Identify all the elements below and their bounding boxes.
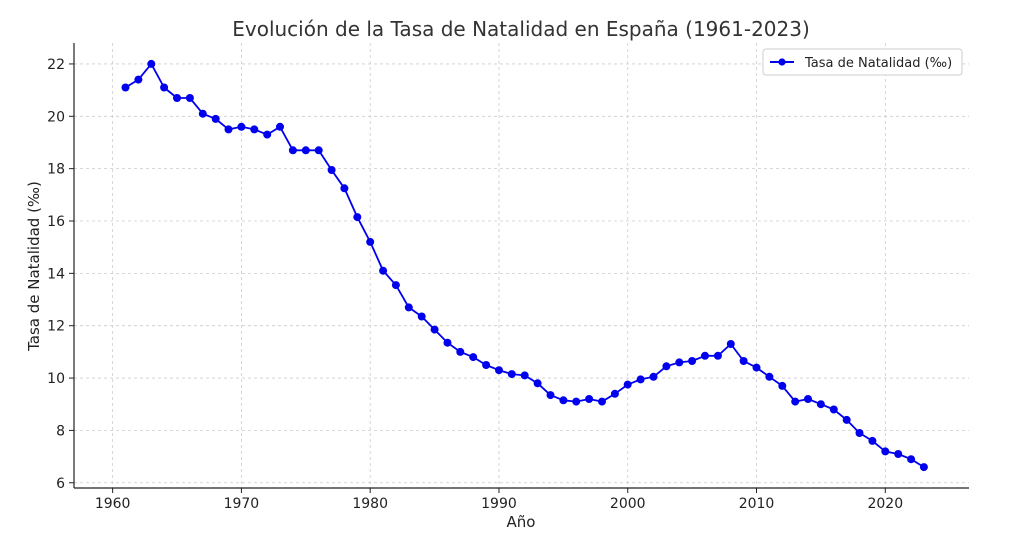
y-tick-label: 14	[47, 266, 65, 282]
legend-marker	[778, 58, 786, 66]
x-tick-label: 2020	[867, 496, 903, 512]
legend: Tasa de Natalidad (‰)	[762, 48, 963, 76]
data-point	[276, 122, 284, 131]
legend-label: Tasa de Natalidad (‰)	[804, 56, 952, 71]
data-point	[546, 391, 555, 400]
x-tick-label: 1990	[481, 496, 517, 512]
series-line	[125, 63, 925, 468]
y-tick-label: 12	[47, 319, 65, 335]
data-point	[688, 357, 697, 365]
data-point	[340, 184, 349, 193]
y-tick-label: 6	[56, 476, 65, 492]
data-point	[713, 351, 722, 360]
data-point	[675, 358, 684, 367]
y-tick-label: 20	[47, 109, 65, 125]
data-point	[250, 125, 259, 134]
data-point	[404, 303, 413, 312]
data-point	[572, 397, 581, 406]
data-point	[855, 429, 864, 437]
data-point	[430, 325, 439, 334]
data-point	[894, 450, 903, 458]
y-tick-label: 8	[56, 423, 65, 439]
data-point	[185, 94, 194, 102]
data-point	[198, 109, 207, 118]
data-point	[507, 370, 516, 379]
data-point	[211, 114, 220, 123]
y-tick-label: 18	[47, 162, 65, 178]
x-tick-label: 1960	[95, 496, 131, 512]
y-tick-label: 16	[47, 214, 65, 230]
data-point	[662, 362, 671, 371]
data-point	[610, 389, 619, 398]
axes	[73, 43, 969, 489]
series-group	[121, 59, 928, 472]
data-point	[482, 361, 491, 369]
data-point	[224, 125, 233, 134]
data-point	[765, 372, 774, 381]
x-tick-label: 2000	[610, 496, 646, 512]
data-point	[752, 363, 761, 372]
data-point	[301, 146, 310, 155]
data-point	[391, 281, 400, 290]
data-point	[701, 351, 709, 360]
data-point	[919, 463, 928, 472]
data-point	[353, 213, 362, 222]
x-tick-label: 1970	[224, 496, 260, 512]
y-tick-label: 22	[47, 57, 65, 73]
data-point	[121, 83, 130, 92]
data-point	[816, 400, 825, 409]
data-point	[327, 166, 336, 174]
data-point	[726, 340, 735, 348]
data-point	[829, 405, 838, 414]
data-point	[520, 371, 529, 380]
data-point	[443, 338, 452, 347]
data-point	[791, 397, 800, 406]
data-point	[842, 415, 851, 424]
y-tick-label: 10	[47, 371, 65, 387]
grid	[74, 43, 969, 488]
ticks: 1960 1970 1980 1990 2000 2010 2020 6 8 10 12 14 16 18…	[47, 57, 903, 512]
data-point	[314, 146, 323, 155]
data-point	[598, 397, 606, 406]
data-point	[649, 372, 658, 381]
x-axis-label: Año	[507, 513, 536, 531]
data-point	[366, 237, 375, 246]
data-point	[147, 59, 156, 68]
x-tick-label: 1980	[352, 496, 388, 512]
data-point	[585, 395, 594, 403]
data-point	[456, 347, 465, 356]
data-point	[134, 75, 143, 84]
data-point	[907, 455, 916, 464]
data-point	[533, 379, 542, 388]
data-point	[495, 366, 503, 375]
data-point	[263, 130, 272, 139]
data-point	[739, 357, 748, 365]
data-point	[881, 447, 890, 456]
data-point	[623, 380, 632, 389]
data-point	[160, 83, 169, 92]
data-point	[173, 94, 181, 102]
data-point	[237, 122, 246, 131]
data-point	[288, 146, 297, 155]
legend-box	[762, 48, 963, 76]
data-point	[868, 436, 877, 445]
data-point	[778, 381, 787, 390]
x-tick-label: 2010	[739, 496, 775, 512]
data-point	[379, 266, 388, 275]
data-point	[417, 312, 426, 321]
data-point	[804, 395, 812, 403]
y-axis-label: Tasa de Natalidad (‰)	[25, 181, 43, 352]
data-point	[559, 396, 568, 405]
data-point	[636, 375, 645, 384]
chart-title: Evolución de la Tasa de Natalidad en Esp…	[232, 17, 810, 41]
data-point	[469, 353, 478, 362]
